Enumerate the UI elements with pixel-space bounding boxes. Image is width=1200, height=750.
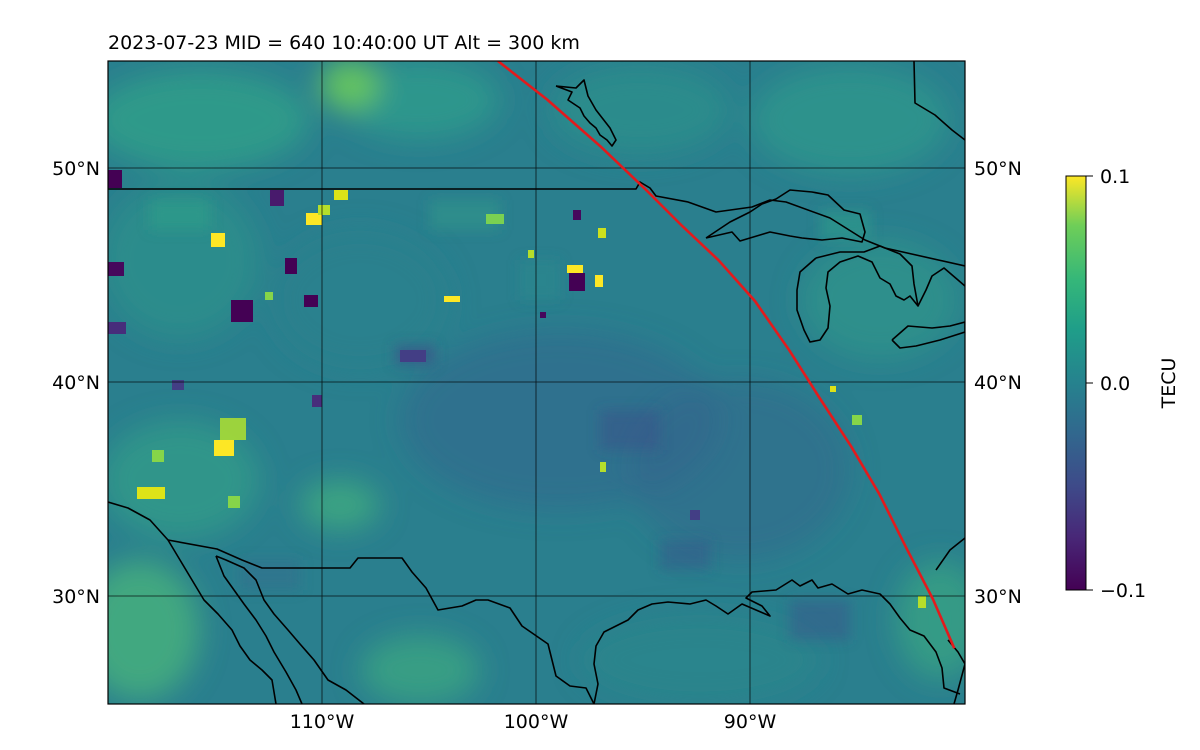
border-us-mexico	[167, 539, 595, 704]
colorbar-tick-label-max: 0.1	[1100, 166, 1130, 188]
colorbar-tick-label-zero: 0.0	[1100, 373, 1130, 395]
lat-tick-right-50n: 50°N	[974, 158, 1022, 180]
coast-baja	[215, 555, 365, 704]
coast-gulf-california	[215, 555, 303, 704]
lon-tick-labels: 110°W 100°W 90°W	[290, 711, 777, 733]
lake-michigan	[796, 245, 919, 343]
heatmap-texture	[108, 61, 965, 704]
lat-tick-labels-right: 50°N 40°N 30°N	[974, 158, 1022, 608]
colorbar: 0.1 0.0 −0.1 TECU	[1065, 166, 1180, 602]
lake-erie	[891, 321, 965, 349]
negative-patches	[108, 170, 700, 520]
coast-hudson	[555, 79, 617, 147]
lat-tick-left-30n: 30°N	[52, 586, 100, 608]
coast-pacific	[108, 501, 277, 704]
lat-tick-left-50n: 50°N	[52, 158, 100, 180]
colorbar-gradient	[1065, 175, 1087, 591]
gridlines	[108, 61, 965, 704]
lon-tick-90w: 90°W	[724, 711, 777, 733]
coast-gulf	[593, 579, 961, 704]
satellite-track	[497, 61, 956, 649]
lake-huron-erie	[917, 267, 965, 307]
lat-tick-labels-left: 50°N 40°N 30°N	[52, 158, 100, 608]
colorbar-tick-label-min: −0.1	[1100, 580, 1146, 602]
coast-florida	[935, 537, 965, 571]
lat-tick-right-40n: 40°N	[974, 372, 1022, 394]
border-us-canada	[108, 181, 965, 267]
map-title: 2023-07-23 MID = 640 10:40:00 UT Alt = 3…	[108, 32, 580, 54]
tec-heatmap	[108, 61, 965, 704]
positive-patches	[137, 190, 926, 608]
map-overlays	[108, 61, 965, 704]
colorbar-label: TECU	[1158, 358, 1180, 410]
map-frame	[107, 60, 966, 705]
lat-tick-left-40n: 40°N	[52, 372, 100, 394]
lon-tick-110w: 110°W	[290, 711, 355, 733]
coast-northeast	[913, 61, 965, 141]
lake-superior	[705, 189, 866, 243]
lat-tick-right-30n: 30°N	[974, 586, 1022, 608]
lon-tick-100w: 100°W	[504, 711, 569, 733]
